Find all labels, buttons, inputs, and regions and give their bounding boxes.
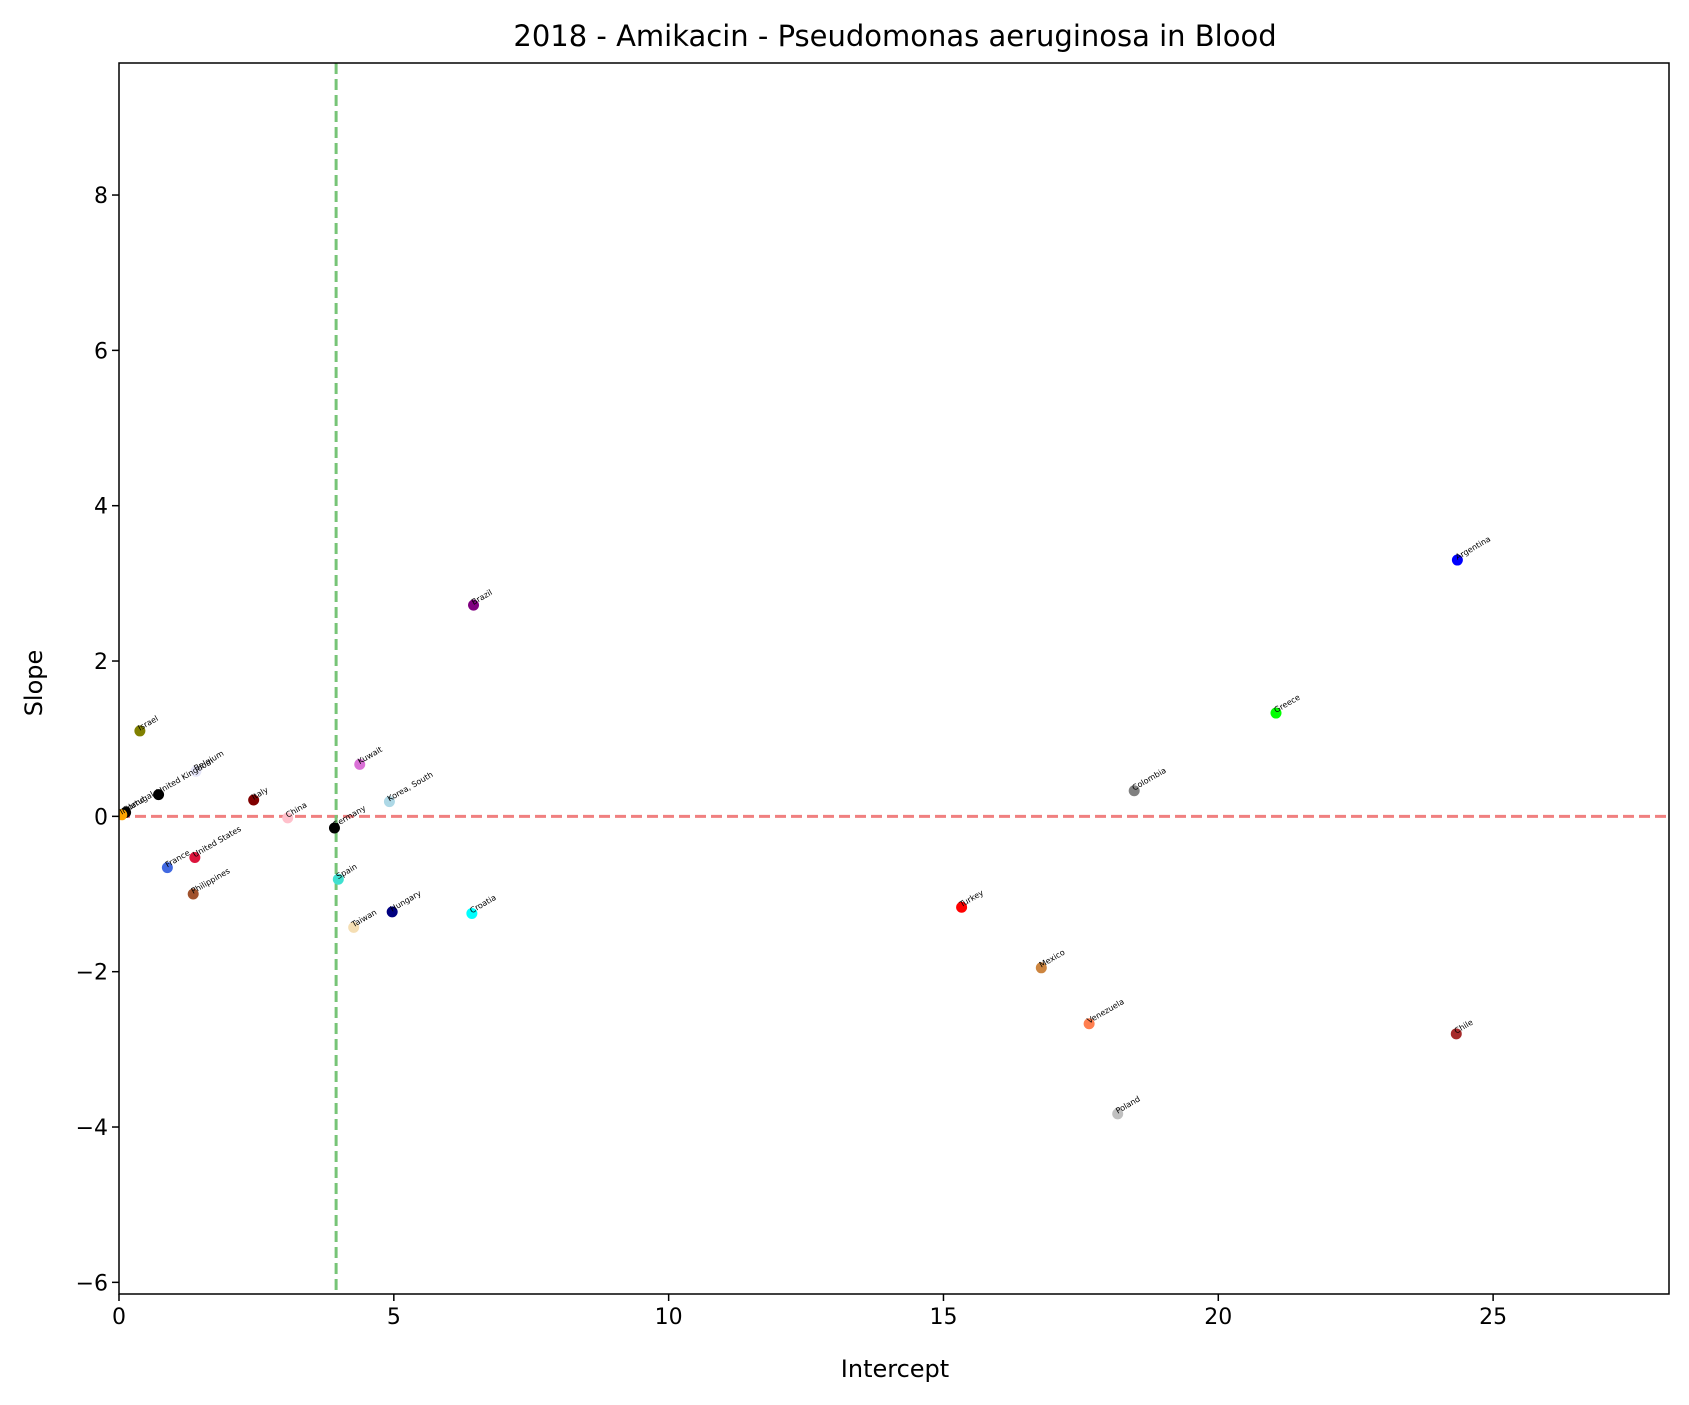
data-point [1035, 962, 1047, 974]
data-point [161, 862, 173, 874]
data-point [119, 809, 128, 821]
data-point [386, 906, 398, 918]
data-point-label: Brazil [470, 588, 494, 607]
chart-title: 2018 - Amikacin - Pseudomonas aeruginosa… [513, 19, 1276, 53]
data-point [1128, 785, 1140, 797]
data-point [468, 599, 480, 611]
x-tick-label: 5 [387, 1305, 401, 1330]
data-point-label: Ireland [118, 795, 146, 817]
x-tick-label: 20 [1204, 1305, 1232, 1330]
data-point-label: Poland [1114, 1094, 1142, 1115]
data-point [354, 758, 366, 770]
data-point-label: Venezuela [1086, 997, 1126, 1025]
plot-frame [118, 62, 1670, 1295]
data-point [1112, 1108, 1124, 1120]
data-point [1083, 1018, 1095, 1030]
data-point-label: Italy [250, 785, 270, 802]
data-point-label: France [164, 848, 192, 869]
data-point [187, 888, 199, 900]
data-point-label: Mexico [1038, 948, 1067, 970]
y-tick-label: −4 [76, 1116, 108, 1141]
plot-area: ArgentinaBrazilGreeceIsraelKuwaitBelgium… [76, 62, 1670, 1330]
y-tick-label: 2 [94, 650, 108, 675]
data-point-label: Colombia [1131, 766, 1168, 793]
data-point-label: Israel [136, 714, 159, 733]
y-tick-label: −2 [76, 961, 108, 986]
data-point-label: Korea, South [386, 770, 435, 803]
data-point-label: Argentina [1454, 534, 1492, 561]
y-tick-label: 6 [94, 339, 108, 364]
y-tick-label: 8 [94, 184, 108, 209]
data-point [248, 794, 260, 806]
x-tick-label: 0 [112, 1305, 126, 1330]
x-axis-label: Intercept [841, 1355, 949, 1383]
data-point-label: Croatia [468, 893, 497, 915]
data-point [282, 812, 294, 824]
data-point [348, 921, 360, 933]
data-point [1451, 554, 1463, 566]
data-point-label: Hungary [389, 889, 423, 914]
data-point-label: Chile [1453, 1018, 1475, 1036]
data-point [190, 765, 202, 777]
data-point-label: Greece [1273, 693, 1302, 715]
y-tick-label: 0 [94, 805, 108, 830]
data-point [134, 725, 146, 737]
x-tick-label: 15 [929, 1305, 957, 1330]
data-point [1450, 1028, 1462, 1040]
data-point-label: Kuwait [356, 745, 384, 766]
reference-lines [119, 63, 1669, 1294]
data-point [466, 907, 478, 919]
data-point-label: Taiwan [349, 908, 378, 930]
data-point [956, 901, 968, 913]
y-tick-label: −6 [76, 1271, 108, 1296]
data-points: ArgentinaBrazilGreeceIsraelKuwaitBelgium… [118, 534, 1492, 1120]
data-point [189, 852, 201, 864]
data-point-label: Turkey [957, 888, 985, 909]
data-point [1270, 707, 1282, 719]
data-point-label: United States [191, 824, 242, 859]
data-point [383, 796, 395, 808]
data-point-label: Spain [335, 862, 359, 881]
data-point-label: United Kingdom [155, 756, 215, 796]
x-tick-label: 25 [1479, 1305, 1507, 1330]
y-axis-label: Slope [20, 650, 48, 717]
data-point [332, 873, 344, 885]
data-point [328, 822, 340, 834]
data-point-label: Philippines [190, 866, 232, 895]
data-point [153, 789, 165, 801]
x-tick-label: 10 [655, 1305, 683, 1330]
y-tick-label: 4 [94, 495, 108, 520]
